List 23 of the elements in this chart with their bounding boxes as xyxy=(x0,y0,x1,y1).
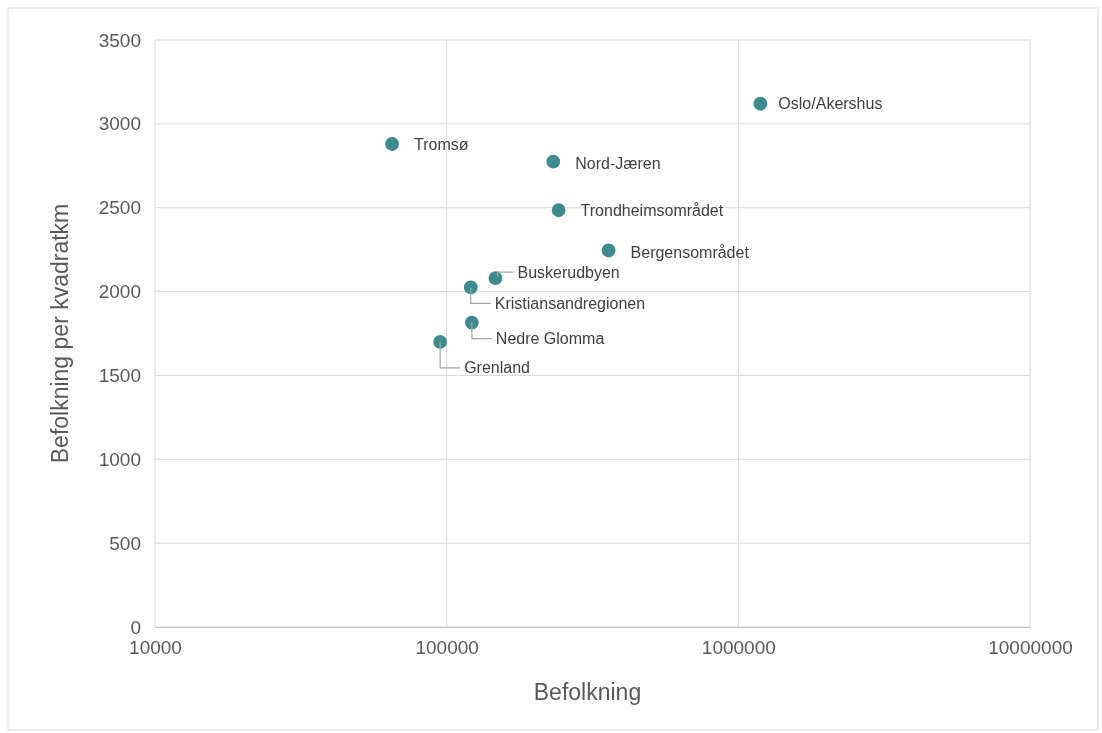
x-tick-label: 100000 xyxy=(415,637,479,659)
x-axis-title: Befolkning xyxy=(533,679,642,705)
series-label: Nedre Glomma xyxy=(495,330,605,348)
series-label: Tromsø xyxy=(414,135,469,153)
series-label: Nord-Jæren xyxy=(575,155,661,173)
y-tick-label: 2000 xyxy=(98,281,141,303)
y-tick-label: 500 xyxy=(109,532,141,554)
y-tick-label: 2500 xyxy=(98,197,141,219)
x-tick-label: 10000 xyxy=(129,637,182,659)
y-tick-label: 0 xyxy=(130,616,141,638)
series-label: Bergensområdet xyxy=(630,244,750,262)
y-tick-label: 1000 xyxy=(98,448,141,470)
y-tick-label: 3000 xyxy=(98,113,141,135)
series-label: Kristiansandregionen xyxy=(494,294,646,312)
series-label: Grenland xyxy=(464,359,530,377)
series-label: Trondheimsområdet xyxy=(580,201,724,219)
x-tick-label: 1000000 xyxy=(701,637,776,659)
y-tick-label: 1500 xyxy=(98,365,141,387)
series-label: Oslo/Akershus xyxy=(778,95,883,113)
x-tick-label: 10000000 xyxy=(988,637,1073,659)
y-tick-label: 3500 xyxy=(98,29,141,51)
y-axis-title: Befolkning per kvadratkm xyxy=(47,203,73,464)
series-label: Buskerudbyen xyxy=(517,263,620,281)
